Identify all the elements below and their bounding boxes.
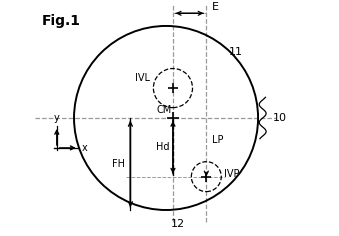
Text: Fig.1: Fig.1: [42, 14, 81, 29]
Text: CM: CM: [157, 105, 172, 114]
Text: IVP: IVP: [223, 169, 239, 179]
Text: y: y: [54, 113, 60, 123]
Text: Hd: Hd: [156, 142, 170, 152]
Text: 10: 10: [273, 113, 287, 123]
Text: FH: FH: [112, 159, 125, 169]
Text: 11: 11: [228, 47, 243, 57]
Text: 12: 12: [171, 219, 185, 229]
Text: LP: LP: [212, 135, 223, 145]
Text: x: x: [82, 143, 88, 153]
Text: IVL: IVL: [135, 73, 150, 83]
Text: E: E: [212, 2, 219, 12]
